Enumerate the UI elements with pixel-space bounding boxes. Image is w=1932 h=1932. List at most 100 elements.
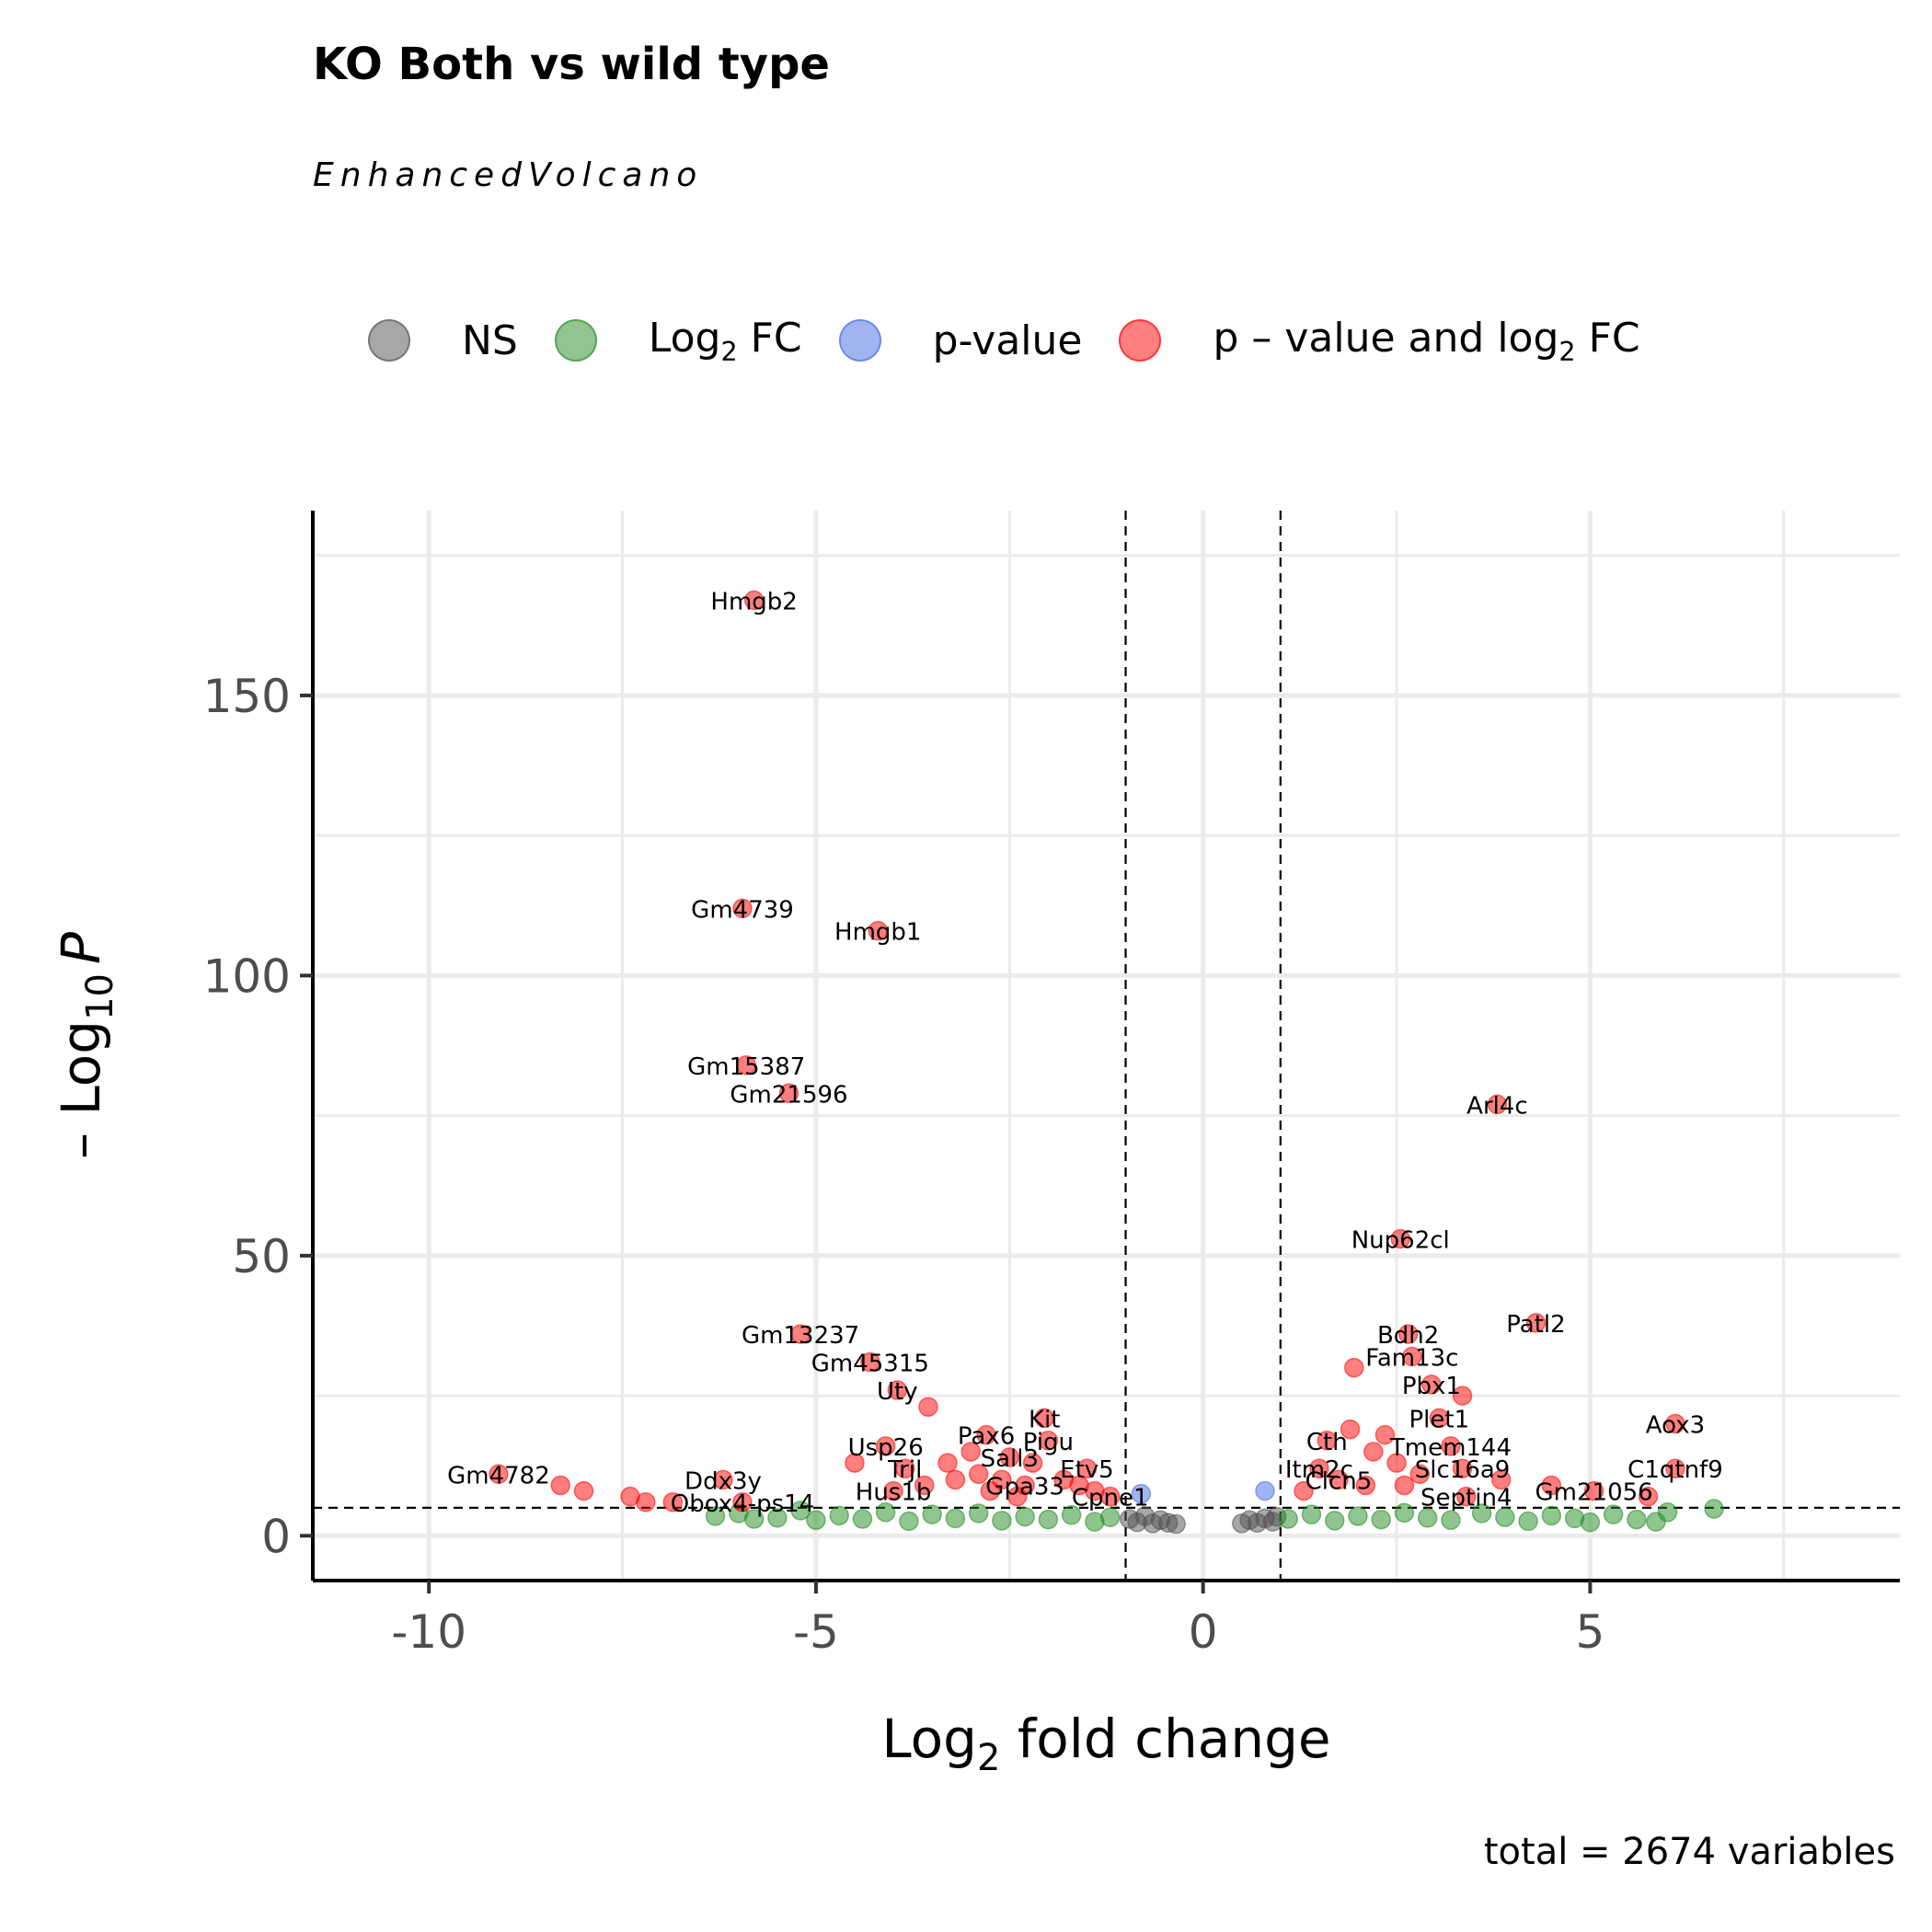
data-point [960,1442,981,1462]
point-label: C1qtnf9 [1627,1456,1723,1484]
data-point [968,1464,989,1485]
point-label: Arl4c [1466,1092,1528,1120]
grid-lines [313,511,1900,1581]
data-point [1525,1313,1547,1333]
legend-both-sub: 2 [1558,335,1576,367]
y-axis-title-sub: 10 [79,973,121,1020]
legend-ns-label: NS [462,316,518,364]
point-label: Gpa33 [985,1473,1064,1501]
data-point [1278,1509,1298,1529]
data-point [1022,1453,1043,1473]
point-label: Ddx3y [684,1467,762,1495]
data-point [1294,1480,1314,1501]
data-point [918,1397,938,1417]
y-tick-label: 100 [203,949,291,1003]
data-point [1417,1508,1438,1528]
data-point [1704,1499,1724,1519]
legend-both-marker [1119,318,1162,362]
data-point [1386,1453,1407,1473]
legend-item-log2fc: Log2 FC [554,315,802,367]
y-axis-title-p: P [50,932,112,964]
data-point [945,1508,966,1529]
data-point [980,1480,1001,1501]
data-point [743,1509,765,1529]
data-point [883,1480,903,1501]
data-point [636,1492,656,1512]
data-point [1627,1509,1647,1530]
data-point [1471,1503,1492,1524]
point-label: Slc16a9 [1415,1456,1511,1484]
data-point [1541,1505,1562,1526]
data-point [1166,1513,1186,1535]
data-point [1402,1346,1422,1367]
y-tick-label: 150 [203,670,291,723]
point-label: Patl2 [1506,1311,1565,1339]
data-point [937,1453,958,1473]
point-label: Etv5 [1060,1456,1114,1484]
data-point [875,1501,896,1523]
x-axis-title-main: Log [881,1708,977,1770]
point-label: Nup62cl [1351,1227,1450,1255]
data-point [860,1351,880,1373]
data-point [1363,1442,1384,1462]
point-label: Gm21596 [730,1081,847,1109]
x-tick-label: -10 [391,1605,466,1659]
data-point [899,1511,919,1532]
x-axis-title: Log2 fold change [881,1708,1330,1779]
legend-log2fc-sub: 2 [720,335,738,367]
data-point [732,898,753,919]
data-point [1580,1512,1601,1533]
data-point [922,1504,942,1524]
data-point [1541,1475,1562,1496]
point-label: Cpne1 [1072,1485,1149,1512]
data-point [1301,1504,1322,1524]
legend: NS Log2 FC p-value p – value and log2 FC [368,304,1640,377]
chart-subtitle: EnhancedVolcano [313,156,704,194]
point-label: Bdh2 [1377,1322,1439,1350]
point-label: Pax6 [958,1423,1015,1451]
point-label: Usp26 [848,1434,924,1462]
data-point [662,1492,684,1512]
data-point [894,1458,915,1478]
data-point [1394,1502,1415,1524]
data-point [1394,1475,1415,1496]
data-point [1371,1509,1391,1530]
point-label: Hmgb1 [834,919,921,947]
data-point [736,1055,756,1075]
data-point [1309,1458,1329,1478]
data-point [1131,1483,1152,1504]
data-point [1456,1486,1477,1507]
data-point [1452,1386,1473,1406]
legend-ns-marker [368,319,410,362]
point-label: Septin4 [1420,1485,1512,1512]
data-point [1038,1431,1059,1451]
x-tick-label: -5 [793,1605,839,1659]
point-label: Uty [877,1378,918,1406]
data-point [1390,1228,1411,1249]
data-point [999,1447,1020,1467]
data-point [573,1480,594,1501]
point-label: Kit [1029,1406,1060,1433]
data-point [992,1511,1012,1531]
data-point [1583,1480,1604,1501]
data-point [1099,1507,1121,1527]
x-axis-title-sub: 2 [977,1737,1000,1779]
data-point [968,1503,989,1524]
data-point [705,1506,726,1526]
y-axis-title-prefix: – Log [50,1020,112,1159]
data-points [489,590,1724,1535]
point-label: Plet1 [1409,1406,1470,1433]
data-point [845,1453,865,1473]
legend-log2fc-label: Log2 FC [649,315,802,367]
y-axis-title: – Log10 P [50,932,121,1159]
data-point [1034,1408,1054,1429]
data-point [790,1501,811,1521]
data-point [1255,1480,1275,1501]
data-point [806,1510,826,1530]
data-point [1452,1458,1473,1478]
data-point [1038,1509,1059,1530]
data-point [1487,1094,1508,1115]
data-point [1441,1510,1461,1530]
point-label: Hmgb2 [710,588,797,615]
